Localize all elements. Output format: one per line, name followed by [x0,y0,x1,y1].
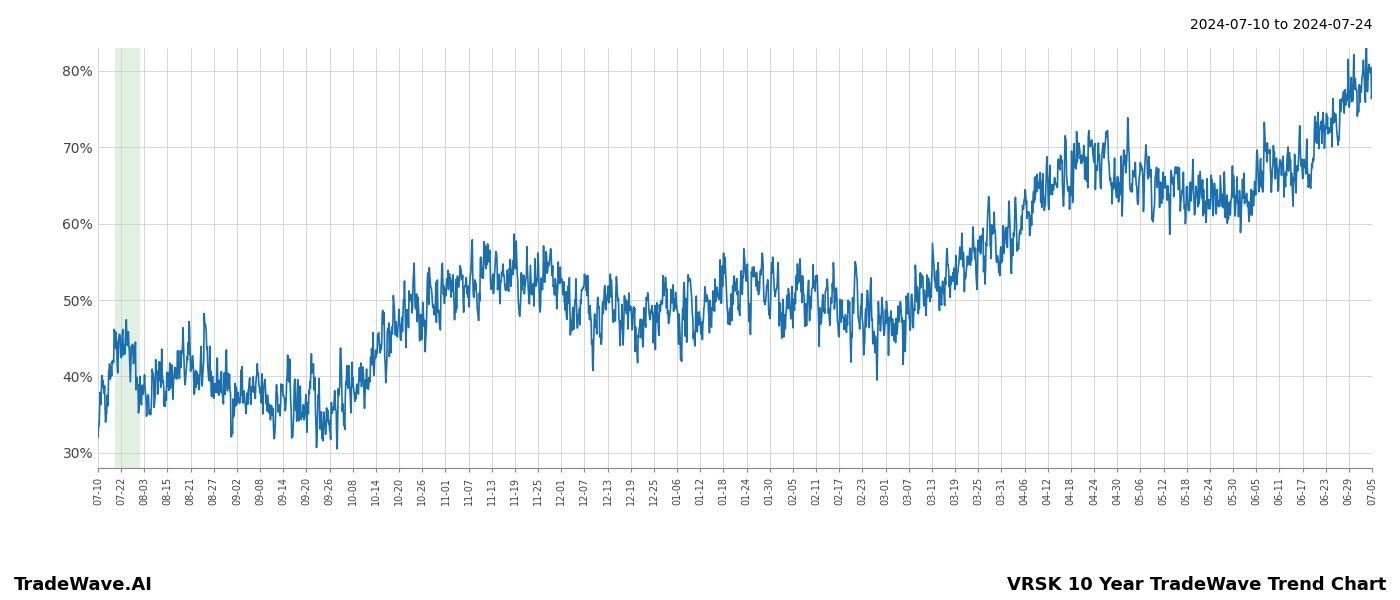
Text: 2024-07-10 to 2024-07-24: 2024-07-10 to 2024-07-24 [1190,18,1372,32]
Bar [115,48,140,468]
Text: VRSK 10 Year TradeWave Trend Chart: VRSK 10 Year TradeWave Trend Chart [1007,576,1386,594]
Text: TradeWave.AI: TradeWave.AI [14,576,153,594]
